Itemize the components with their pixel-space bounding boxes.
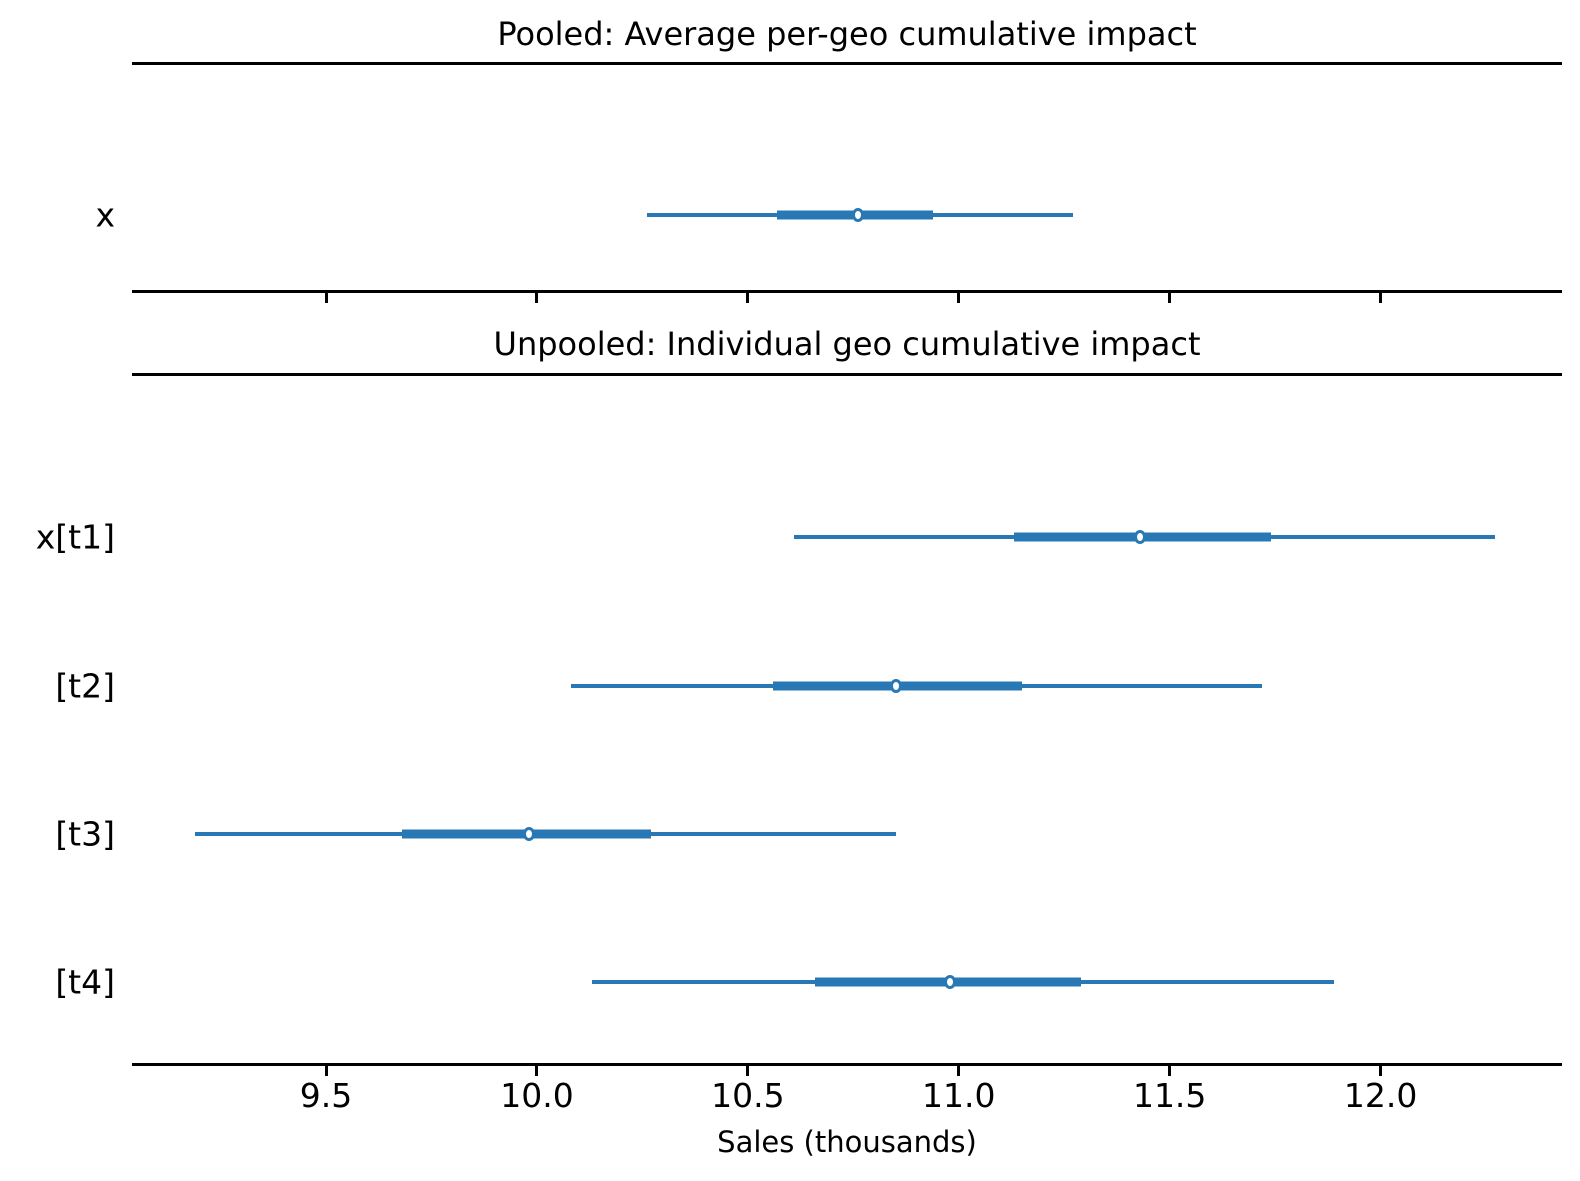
unpooled-panel-title: Unpooled: Individual geo cumulative impa… bbox=[493, 325, 1201, 363]
x-tick-mark bbox=[957, 293, 961, 303]
x-tick-label: 10.0 bbox=[500, 1076, 574, 1115]
row-label: x[t1] bbox=[35, 517, 115, 557]
median-point-marker bbox=[944, 975, 957, 989]
row-label: [t3] bbox=[55, 814, 115, 854]
x-tick-mark bbox=[324, 1066, 328, 1076]
median-point-marker bbox=[851, 208, 864, 222]
median-point-marker bbox=[1134, 530, 1147, 544]
x-tick-label: 9.5 bbox=[299, 1076, 353, 1115]
row-label: [t4] bbox=[55, 962, 115, 1002]
panel-top-spine bbox=[132, 62, 1562, 65]
x-tick-mark bbox=[1168, 1066, 1172, 1076]
row-label: x bbox=[95, 195, 115, 235]
panel-bottom-spine bbox=[132, 1063, 1562, 1066]
x-tick-mark bbox=[957, 1066, 961, 1076]
median-point-marker bbox=[522, 827, 535, 841]
x-axis-label: Sales (thousands) bbox=[717, 1125, 977, 1159]
x-tick-mark bbox=[1168, 293, 1172, 303]
pooled-panel-title: Pooled: Average per-geo cumulative impac… bbox=[497, 15, 1197, 53]
panel-bottom-spine bbox=[132, 290, 1562, 293]
x-tick-mark bbox=[1379, 1066, 1383, 1076]
x-tick-mark bbox=[535, 1066, 539, 1076]
x-tick-mark bbox=[535, 293, 539, 303]
x-tick-mark bbox=[746, 1066, 750, 1076]
median-point-marker bbox=[889, 679, 902, 693]
x-tick-mark bbox=[1379, 293, 1383, 303]
panel-top-spine bbox=[132, 373, 1562, 376]
x-tick-label: 12.0 bbox=[1343, 1076, 1418, 1115]
x-tick-label: 11.5 bbox=[1132, 1076, 1207, 1115]
x-tick-label: 10.5 bbox=[711, 1076, 785, 1115]
x-tick-mark bbox=[324, 293, 328, 303]
x-tick-mark bbox=[746, 293, 750, 303]
row-label: [t2] bbox=[55, 666, 115, 706]
x-tick-label: 11.0 bbox=[922, 1076, 996, 1115]
